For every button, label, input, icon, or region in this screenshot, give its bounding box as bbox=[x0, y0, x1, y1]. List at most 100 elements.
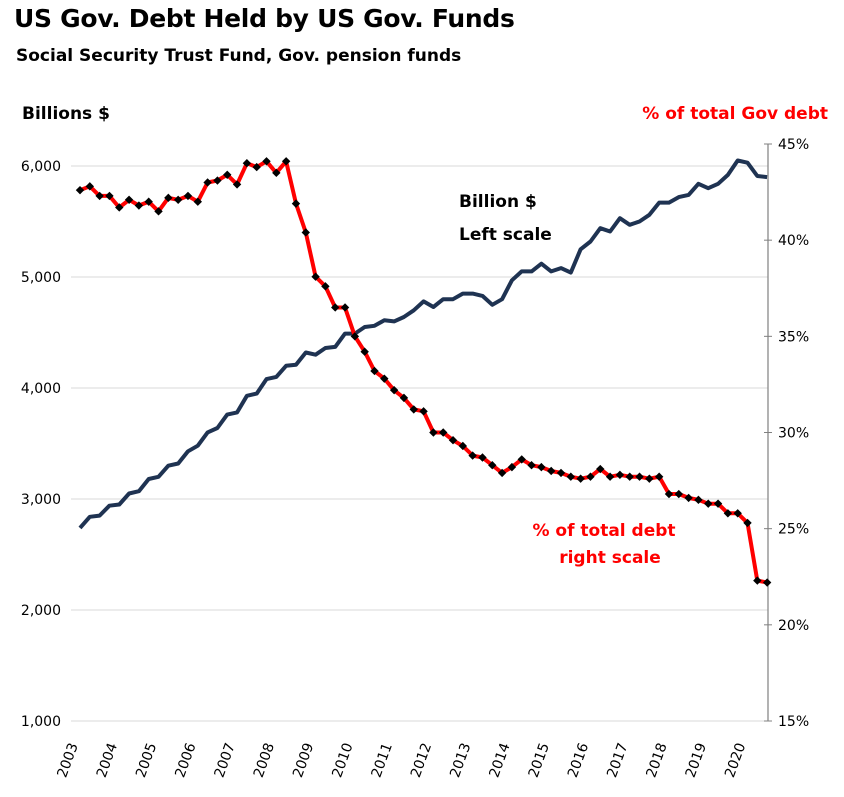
x-tick-label: 2013 bbox=[447, 741, 474, 780]
x-tick-label: 2020 bbox=[722, 741, 749, 780]
percent-point-marker bbox=[762, 578, 772, 587]
percent-point-marker bbox=[144, 197, 153, 206]
gridlines bbox=[71, 165, 768, 722]
percent-point-marker bbox=[183, 191, 193, 201]
percent-point-marker bbox=[223, 170, 232, 179]
percent-point-marker bbox=[173, 195, 183, 204]
percent-point-marker bbox=[684, 493, 693, 503]
percent-point-marker bbox=[105, 191, 114, 201]
billion-annotation-line2: Left scale bbox=[459, 225, 552, 245]
x-tick-label: 2014 bbox=[486, 741, 513, 780]
x-tick-label: 2010 bbox=[329, 741, 356, 780]
percent-point-marker bbox=[193, 197, 202, 206]
right-tick-label: 35% bbox=[778, 329, 809, 345]
percent-point-marker bbox=[350, 332, 360, 341]
percent-point-marker bbox=[674, 489, 683, 499]
right-axis-ticks: 15% 20% 25% 30% 35% 40% 45% bbox=[764, 137, 809, 730]
x-tick-label: 2006 bbox=[172, 741, 199, 780]
percent-point-marker bbox=[713, 499, 723, 508]
percent-point-marker bbox=[537, 462, 546, 472]
percent-point-marker bbox=[753, 576, 762, 585]
percent-point-marker bbox=[586, 472, 595, 481]
x-tick-label: 2008 bbox=[251, 741, 278, 780]
x-tick-label: 2019 bbox=[683, 741, 710, 780]
percent-point-marker bbox=[95, 191, 104, 201]
percent-point-marker bbox=[635, 472, 644, 481]
percent-point-marker bbox=[478, 453, 487, 462]
percent-point-marker bbox=[654, 472, 664, 481]
left-tick-label: 2,000 bbox=[21, 603, 61, 619]
x-tick-label: 2003 bbox=[55, 741, 82, 780]
percent-point-marker bbox=[625, 472, 634, 481]
x-tick-label: 2011 bbox=[369, 741, 396, 780]
left-axis-ticks: 1,000 2,000 3,000 4,000 5,000 6,000 bbox=[21, 159, 61, 730]
percent-point-marker bbox=[527, 460, 536, 470]
right-tick-label: 20% bbox=[778, 618, 809, 634]
right-tick-label: 40% bbox=[778, 233, 809, 249]
percent-point-marker bbox=[664, 489, 674, 499]
right-tick-label: 15% bbox=[778, 714, 809, 730]
x-tick-label: 2018 bbox=[644, 741, 671, 780]
percent-point-marker bbox=[596, 464, 605, 474]
percent-point-marker bbox=[281, 157, 291, 166]
chart-subtitle: Social Security Trust Fund, Gov. pension… bbox=[16, 46, 462, 66]
percent-point-marker bbox=[645, 474, 654, 483]
percent-point-marker bbox=[301, 228, 310, 237]
percent-point-marker bbox=[85, 182, 95, 191]
left-tick-label: 6,000 bbox=[21, 159, 61, 175]
billions-series-line bbox=[78, 158, 768, 530]
percent-point-marker bbox=[213, 176, 222, 185]
percent-point-marker bbox=[124, 195, 134, 204]
percent-point-marker bbox=[164, 193, 173, 203]
percent-point-marker bbox=[605, 472, 615, 481]
percent-point-marker bbox=[546, 466, 556, 476]
percent-point-marker bbox=[448, 435, 458, 445]
percent-point-marker bbox=[488, 460, 497, 470]
percent-point-marker bbox=[694, 495, 703, 505]
percent-point-marker bbox=[291, 199, 301, 208]
x-tick-label: 2009 bbox=[290, 741, 317, 780]
x-tick-label: 2016 bbox=[565, 741, 592, 780]
percent-point-marker bbox=[615, 470, 625, 480]
x-tick-label: 2017 bbox=[604, 741, 631, 780]
x-tick-label: 2012 bbox=[408, 741, 435, 780]
percent-point-marker bbox=[134, 201, 144, 210]
percent-point-marker bbox=[252, 162, 261, 172]
percent-point-marker bbox=[419, 407, 428, 416]
percent-point-marker bbox=[439, 428, 448, 437]
x-tick-label: 2015 bbox=[526, 741, 553, 780]
x-tick-label: 2007 bbox=[212, 741, 239, 780]
percent-point-marker bbox=[154, 207, 163, 216]
series-group bbox=[75, 157, 772, 587]
percent-point-marker bbox=[507, 462, 517, 472]
percent-point-marker bbox=[704, 499, 713, 508]
percent-annotation-line1: % of total debt bbox=[532, 521, 675, 541]
percent-point-marker bbox=[75, 185, 85, 195]
percent-point-marker bbox=[458, 441, 468, 451]
left-tick-label: 1,000 bbox=[21, 714, 61, 730]
right-tick-label: 25% bbox=[778, 522, 809, 538]
percent-point-marker bbox=[409, 405, 418, 414]
percent-point-marker bbox=[497, 468, 507, 478]
percent-point-marker bbox=[380, 374, 389, 383]
percent-point-marker bbox=[262, 157, 271, 166]
left-axis-label: Billions $ bbox=[22, 104, 110, 124]
percent-point-marker bbox=[517, 455, 526, 464]
percent-point-marker bbox=[556, 468, 566, 478]
x-tick-label: 2005 bbox=[133, 741, 160, 780]
percent-point-marker bbox=[242, 159, 252, 168]
chart-title: US Gov. Debt Held by US Gov. Funds bbox=[14, 4, 515, 33]
percent-series-line bbox=[79, 159, 768, 585]
percent-point-marker bbox=[723, 509, 733, 518]
percent-point-marker bbox=[321, 282, 330, 291]
left-tick-label: 5,000 bbox=[21, 270, 61, 286]
percent-point-marker bbox=[566, 472, 576, 481]
percent-point-marker bbox=[743, 518, 752, 528]
right-tick-label: 30% bbox=[778, 426, 809, 442]
right-axis-label: % of total Gov debt bbox=[642, 104, 828, 124]
percent-annotation-line2: right scale bbox=[559, 548, 661, 568]
percent-point-marker bbox=[232, 180, 242, 189]
percent-point-marker bbox=[389, 385, 399, 395]
percent-point-marker bbox=[115, 203, 124, 212]
